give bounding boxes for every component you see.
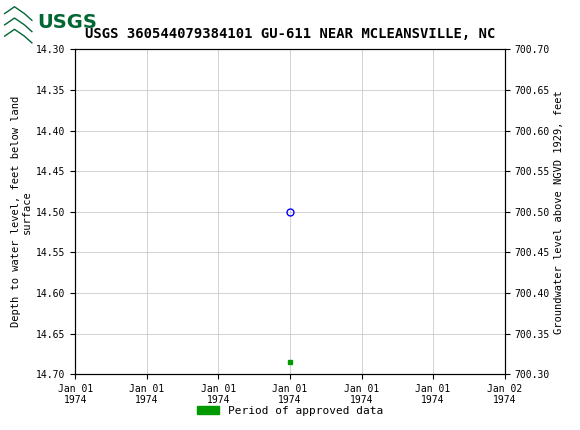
FancyBboxPatch shape	[3, 3, 72, 42]
Text: USGS: USGS	[38, 13, 97, 32]
Text: USGS 360544079384101 GU-611 NEAR MCLEANSVILLE, NC: USGS 360544079384101 GU-611 NEAR MCLEANS…	[85, 27, 495, 41]
Y-axis label: Groundwater level above NGVD 1929, feet: Groundwater level above NGVD 1929, feet	[554, 90, 564, 334]
Legend: Period of approved data: Period of approved data	[193, 401, 387, 420]
Y-axis label: Depth to water level, feet below land
surface: Depth to water level, feet below land su…	[10, 96, 32, 327]
